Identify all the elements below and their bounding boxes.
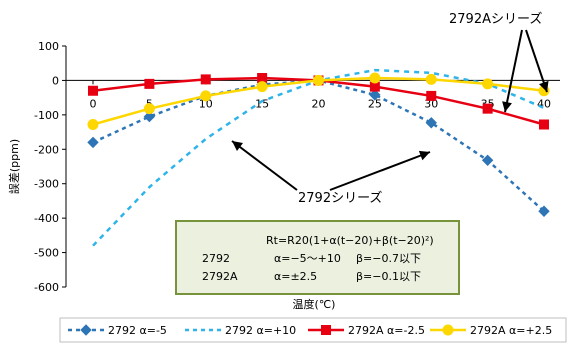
y-tick-label: -200: [34, 143, 59, 156]
series-group: [87, 68, 550, 247]
legend-item: 2792A α=-2.5: [308, 324, 425, 337]
data-point: [425, 73, 437, 85]
data-point: [143, 110, 156, 123]
annotations: 2792Aシリーズ 2792シリーズ: [231, 11, 549, 206]
data-point: [482, 103, 493, 114]
annotation-2792-series: 2792シリーズ: [298, 190, 382, 206]
formula-row2-alpha: α=±2.5: [274, 270, 317, 283]
data-point: [143, 103, 155, 115]
formula-text: Rt=R20(1+α(t−20)+β(t−20)²): [266, 234, 434, 247]
y-axis-ticks: 100 0 -100 -200 -300 -400 -500 -600: [34, 40, 66, 294]
data-point: [87, 136, 99, 149]
formula-row1-model: 2792: [202, 252, 230, 265]
legend-label: 2792 α=+10: [225, 324, 296, 337]
legend-item: 2792 α=-5: [68, 324, 167, 337]
legend-item: 2792 α=+10: [185, 324, 296, 337]
y-tick-label: -300: [34, 178, 59, 191]
data-point: [482, 78, 494, 90]
arrow-2792A-red: [502, 29, 523, 113]
x-tick-label: 40: [537, 97, 551, 110]
formula-row1-beta: β=−0.7以下: [356, 252, 421, 265]
data-point: [425, 117, 437, 129]
y-tick-label: 100: [38, 40, 59, 53]
data-point: [144, 78, 155, 89]
data-point: [313, 74, 324, 86]
legend-item: 2792A α=+2.5: [430, 324, 552, 337]
x-tick-label: 15: [255, 97, 269, 110]
formula-row2-beta: β=−0.1以下: [356, 270, 421, 283]
y-tick-label: -100: [34, 109, 59, 122]
formula-box: Rt=R20(1+α(t−20)+β(t−20)²) 2792 α=−5～+10…: [175, 220, 460, 295]
data-point: [200, 74, 211, 85]
y-tick-label: -600: [34, 281, 59, 294]
arrow-2792-left: [231, 140, 298, 191]
legend-label: 2792A α=-2.5: [348, 324, 425, 337]
x-tick-label: 10: [199, 97, 213, 110]
y-tick-label: -500: [34, 247, 59, 260]
x-tick-label: 20: [312, 97, 326, 110]
x-tick-label: 25: [368, 97, 382, 110]
series-line: [92, 79, 545, 213]
formula-box-background: [175, 220, 460, 295]
data-point: [88, 85, 98, 96]
data-point: [539, 119, 549, 130]
data-point: [87, 118, 99, 130]
data-point: [481, 154, 494, 167]
data-point: [538, 205, 550, 217]
data-point: [426, 90, 437, 101]
legend-marker: [442, 324, 454, 336]
formula-row1-alpha: α=−5～+10: [274, 252, 341, 265]
data-point: [369, 89, 381, 101]
data-point: [256, 81, 268, 93]
formula-row2-model: 2792A: [202, 270, 238, 283]
legend-marker: [321, 325, 331, 335]
legend: 2792 α=-5 2792 α=+10 2792A α=-2.5 2792A α=+…: [59, 317, 567, 343]
annotation-2792A-series: 2792Aシリーズ: [449, 11, 542, 27]
data-point: [200, 90, 212, 102]
y-tick-label: -400: [34, 212, 59, 225]
arrow-2792A-yellow: [525, 29, 549, 93]
data-point: [369, 72, 381, 84]
x-tick-label: 0: [90, 97, 97, 110]
arrow-2792-right: [329, 150, 431, 191]
y-tick-label: 0: [52, 74, 59, 87]
y-axis-label: 誤差(ppm): [7, 139, 21, 194]
legend-label: 2792 α=-5: [108, 324, 167, 337]
legend-marker: [80, 324, 92, 336]
legend-label: 2792A α=+2.5: [470, 324, 552, 337]
x-axis-label: 温度(℃): [293, 297, 336, 311]
